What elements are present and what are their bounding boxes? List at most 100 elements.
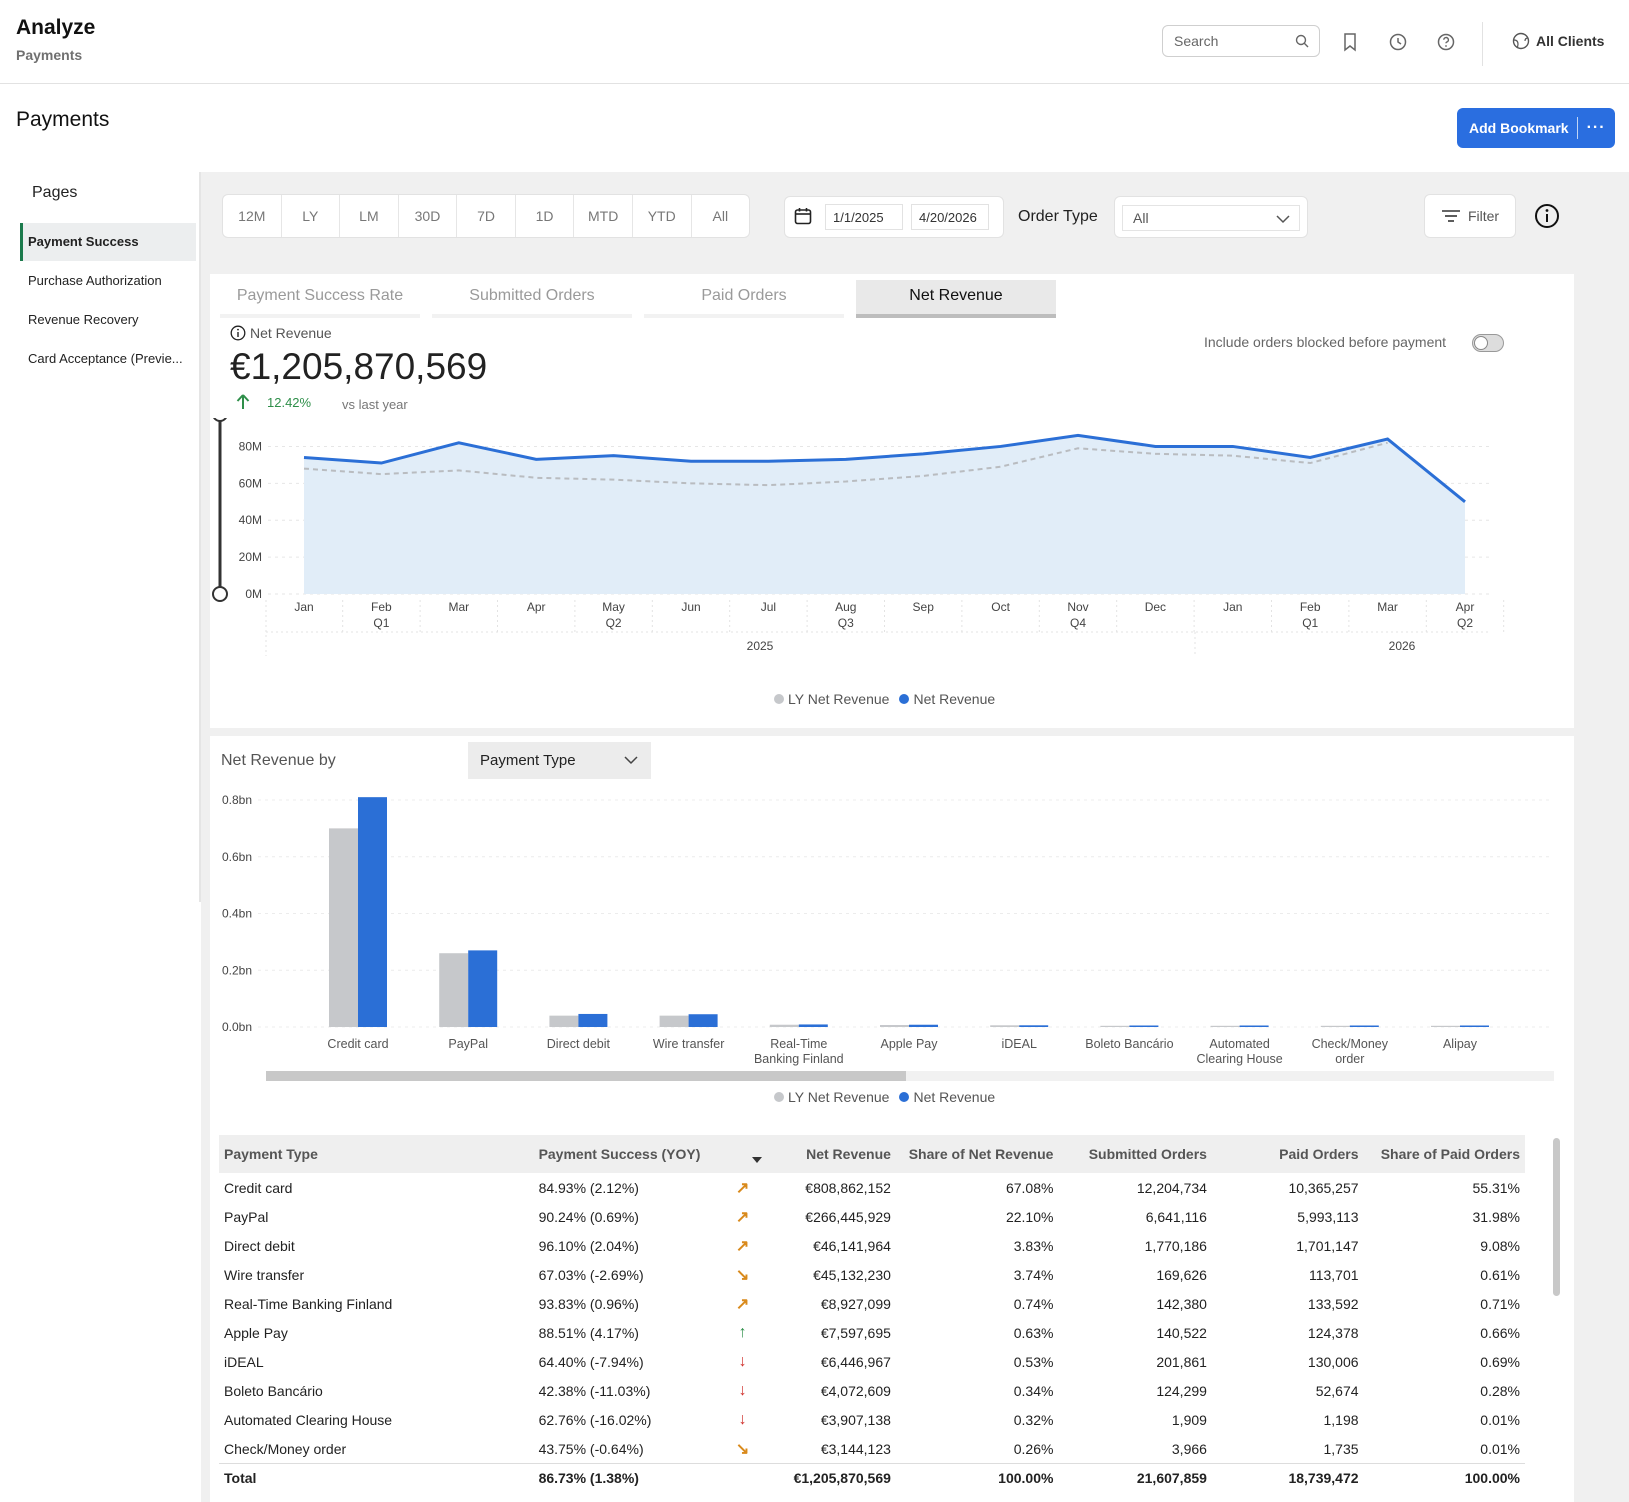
table-row[interactable]: Check/Money order 43.75% (-0.64%) ↘ €3,144,… bbox=[219, 1434, 1525, 1464]
clients-label: All Clients bbox=[1536, 33, 1605, 49]
bar-ly-10 bbox=[1431, 1025, 1460, 1027]
col-paid-orders[interactable]: Paid Orders bbox=[1211, 1135, 1364, 1173]
button-separator bbox=[1576, 117, 1578, 139]
table-scrollbar[interactable] bbox=[1553, 1138, 1560, 1296]
cell-submitted-orders: 6,641,116 bbox=[1145, 1208, 1207, 1225]
table-row[interactable]: PayPal 90.24% (0.69%) ↗ €266,445,929 22.10% 6… bbox=[219, 1202, 1525, 1231]
cell-share-paid-orders: 0.01% bbox=[1480, 1440, 1520, 1457]
sidebar-item-revenue-recovery[interactable]: Revenue Recovery bbox=[28, 312, 139, 327]
period-ytd[interactable]: YTD bbox=[633, 195, 692, 237]
table-row[interactable]: Wire transfer 67.03% (-2.69%) ↘ €45,132,230… bbox=[219, 1260, 1525, 1289]
period-all[interactable]: All bbox=[712, 208, 729, 224]
x-category-label: Direct debit bbox=[547, 1037, 611, 1051]
cell-payment-type: Boleto Bancário bbox=[224, 1382, 323, 1399]
chart-scrollbar-track[interactable] bbox=[266, 1071, 1554, 1081]
cell-payment-success: 42.38% (-11.03%) bbox=[538, 1382, 651, 1399]
date-to-input[interactable]: 4/20/2026 bbox=[911, 204, 989, 230]
cell-submitted-orders: 124,299 bbox=[1156, 1382, 1207, 1399]
cell-share-paid-orders: 31.98% bbox=[1472, 1208, 1520, 1225]
table-header-row: Payment Type Payment Success (YOY) Net R… bbox=[219, 1135, 1525, 1173]
table-row[interactable]: Automated Clearing House 62.76% (-16.02%)… bbox=[219, 1405, 1525, 1434]
tab-net-revenue[interactable]: Net Revenue bbox=[856, 280, 1056, 318]
tab-submitted-orders[interactable]: Submitted Orders bbox=[432, 280, 632, 318]
page-title: Payments bbox=[16, 108, 110, 131]
period-12m[interactable]: 12M bbox=[223, 195, 282, 237]
col-submitted-orders[interactable]: Submitted Orders bbox=[1058, 1135, 1212, 1173]
app-title: Analyze bbox=[16, 16, 96, 39]
trend-up-right-icon: ↗ bbox=[735, 1208, 750, 1226]
period-mtd[interactable]: MTD bbox=[574, 195, 633, 237]
help-icon[interactable] bbox=[1435, 31, 1457, 53]
tab-payment-success-rate[interactable]: Payment Success Rate bbox=[220, 280, 420, 318]
col-share-paid-orders[interactable]: Share of Paid Orders bbox=[1363, 1135, 1525, 1173]
clients-selector[interactable]: All Clients bbox=[1512, 32, 1604, 50]
bar-ly-4 bbox=[769, 1024, 799, 1027]
table-row[interactable]: Apple Pay 88.51% (4.17%) ↑ €7,597,695 0.63% 1… bbox=[219, 1318, 1525, 1347]
trend-up-icon: ↑ bbox=[738, 1323, 747, 1341]
sidebar-item-card-acceptance[interactable]: Card Acceptance (Previe... bbox=[28, 351, 183, 366]
period-7d[interactable]: 7D bbox=[457, 195, 516, 237]
cell-payment-type: Wire transfer bbox=[224, 1266, 305, 1283]
period-lm[interactable]: LM bbox=[340, 195, 399, 237]
col-sort[interactable] bbox=[718, 1135, 767, 1173]
legend-label-current: Net Revenue bbox=[913, 691, 996, 707]
bar-net-revenue-8 bbox=[1239, 1025, 1269, 1027]
order-type-select[interactable]: All bbox=[1114, 196, 1308, 238]
sidebar-item-purchase-authorization[interactable]: Purchase Authorization bbox=[28, 273, 162, 288]
x-category-label: order bbox=[1335, 1052, 1364, 1066]
table-row[interactable]: Real-Time Banking Finland 93.83% (0.96%) ↗… bbox=[219, 1289, 1525, 1318]
sidebar-item-payment-success[interactable]: Payment Success bbox=[20, 223, 196, 261]
cell-paid-orders: 130,006 bbox=[1307, 1353, 1359, 1370]
date-from-input[interactable]: 1/1/2025 bbox=[825, 204, 903, 230]
x-category-label: Automated bbox=[1209, 1037, 1270, 1051]
period-30d[interactable]: 30D bbox=[399, 195, 458, 237]
search-input[interactable]: Search bbox=[1162, 25, 1320, 57]
cell-paid-orders: 113,701 bbox=[1308, 1266, 1359, 1283]
cell-net-revenue: €3,907,138 bbox=[820, 1411, 891, 1428]
info-small-icon[interactable] bbox=[230, 325, 246, 341]
x-category-label: Alipay bbox=[1443, 1037, 1478, 1051]
range-slider-handle-bottom bbox=[212, 586, 228, 602]
cell-submitted-orders: 12,204,734 bbox=[1136, 1179, 1207, 1196]
dimension-select[interactable]: Payment Type bbox=[468, 742, 651, 779]
cell-paid-orders: 124,378 bbox=[1307, 1324, 1359, 1341]
series-line-net-revenue bbox=[303, 433, 1466, 503]
add-bookmark-button[interactable]: Add Bookmark ··· bbox=[1457, 108, 1615, 148]
total-type: Total bbox=[219, 1463, 534, 1492]
period-1d[interactable]: 1D bbox=[516, 195, 575, 237]
period-ly[interactable]: LY bbox=[282, 195, 341, 237]
cell-payment-type: Real-Time Banking Finland bbox=[224, 1295, 393, 1312]
toggle-knob bbox=[1474, 336, 1488, 350]
search-icon bbox=[1295, 34, 1309, 48]
col-net-revenue[interactable]: Net Revenue bbox=[766, 1135, 896, 1173]
calendar-icon[interactable] bbox=[793, 206, 813, 226]
table-row[interactable]: Direct debit 96.10% (2.04%) ↗ €46,141,964 3.… bbox=[219, 1231, 1525, 1260]
x-category-label: iDEAL bbox=[1001, 1037, 1036, 1051]
col-payment-success[interactable]: Payment Success (YOY) bbox=[533, 1135, 719, 1173]
cell-submitted-orders: 1,770,186 bbox=[1144, 1237, 1207, 1254]
table-row[interactable]: Boleto Bancário 42.38% (-11.03%) ↓ €4,072,6… bbox=[219, 1376, 1525, 1405]
app-subtitle: Payments bbox=[16, 47, 83, 63]
line-chart-legend: LY Net Revenue Net Revenue bbox=[774, 691, 995, 707]
table-row[interactable]: iDEAL 64.40% (-7.94%) ↓ €6,446,967 0.53% 201,… bbox=[219, 1347, 1525, 1376]
info-icon[interactable] bbox=[1534, 203, 1560, 229]
quarter-label: Q4 bbox=[1070, 616, 1086, 630]
cell-payment-success: 67.03% (-2.69%) bbox=[538, 1266, 644, 1283]
history-icon[interactable] bbox=[1387, 31, 1409, 53]
cell-payment-success: 43.75% (-0.64%) bbox=[538, 1440, 644, 1457]
breakdown-card bbox=[210, 736, 1574, 1502]
legend-dot-ly bbox=[774, 694, 784, 704]
bookmark-icon[interactable] bbox=[1339, 31, 1361, 53]
tab-paid-orders[interactable]: Paid Orders bbox=[644, 280, 844, 318]
include-blocked-toggle[interactable] bbox=[1472, 334, 1504, 352]
sort-desc-icon[interactable] bbox=[751, 1156, 762, 1165]
filter-button[interactable]: Filter bbox=[1424, 194, 1516, 238]
cell-share-paid-orders: 9.08% bbox=[1480, 1237, 1520, 1254]
cell-payment-type: Direct debit bbox=[224, 1237, 295, 1254]
chart-scrollbar-thumb[interactable] bbox=[266, 1071, 906, 1081]
more-options-icon[interactable]: ··· bbox=[1586, 119, 1606, 136]
col-share-net-revenue[interactable]: Share of Net Revenue bbox=[895, 1135, 1059, 1173]
bar-net-revenue-5 bbox=[909, 1024, 938, 1027]
table-row[interactable]: Credit card 84.93% (2.12%) ↗ €808,862,152 67… bbox=[219, 1173, 1525, 1202]
col-payment-type[interactable]: Payment Type bbox=[219, 1135, 534, 1173]
